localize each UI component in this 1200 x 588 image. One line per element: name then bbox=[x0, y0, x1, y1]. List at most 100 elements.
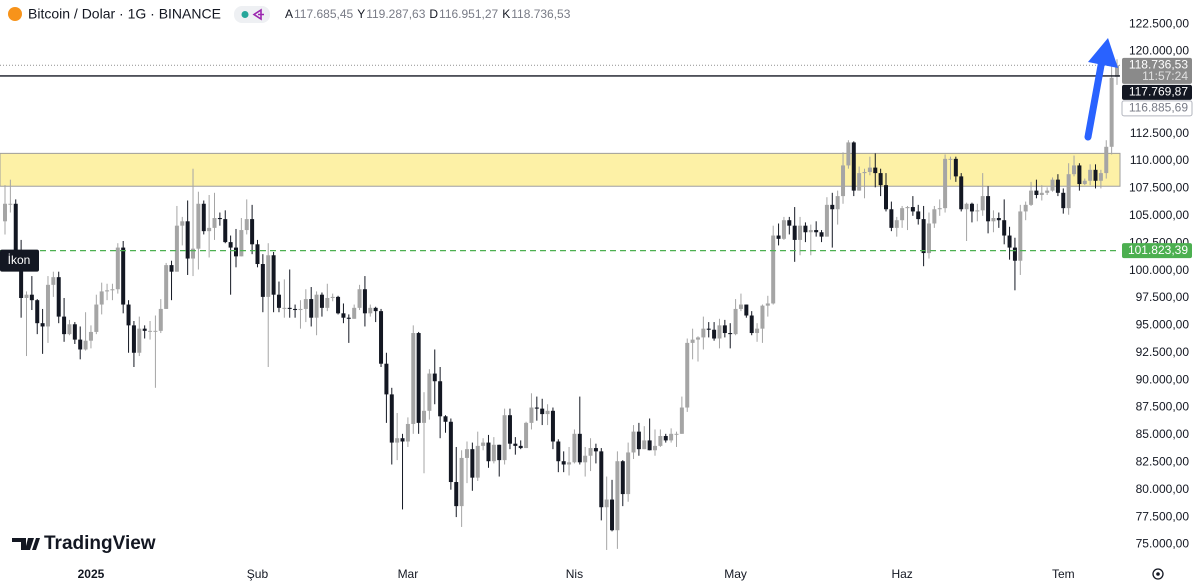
candle-body bbox=[964, 203, 969, 210]
candle-body bbox=[405, 423, 410, 442]
arrow-shaft bbox=[1084, 56, 1106, 141]
support-zone bbox=[0, 152, 1121, 187]
price-label: 118.736,53 bbox=[1129, 58, 1188, 72]
candle-body bbox=[567, 462, 572, 465]
candle-body bbox=[491, 444, 496, 462]
candle-body bbox=[873, 167, 878, 174]
candle-body bbox=[556, 441, 561, 462]
candle-body bbox=[148, 330, 153, 332]
candle-body bbox=[201, 203, 206, 232]
candle-body bbox=[814, 230, 819, 233]
candle-body bbox=[352, 307, 357, 319]
candle-body bbox=[88, 331, 93, 341]
candle-body bbox=[400, 438, 405, 442]
candle-body bbox=[1115, 65, 1119, 77]
indicator-toggle[interactable] bbox=[234, 6, 270, 23]
y-tick-label: 120.000,00 bbox=[1129, 44, 1189, 58]
candle-body bbox=[771, 235, 776, 304]
watermark-logo bbox=[12, 538, 40, 550]
candle-body bbox=[1077, 165, 1082, 185]
candle-body bbox=[706, 328, 711, 330]
candle-body bbox=[336, 296, 341, 314]
candle-body bbox=[250, 219, 255, 245]
candle-body bbox=[1050, 179, 1055, 191]
candle-body bbox=[3, 203, 7, 222]
countdown-label: 11:57:24 bbox=[1142, 69, 1188, 83]
y-tick-label: 85.000,00 bbox=[1136, 427, 1190, 441]
candle-body bbox=[953, 158, 958, 177]
candle-body bbox=[905, 207, 910, 209]
candle-body bbox=[529, 407, 534, 423]
plot-area bbox=[0, 59, 1121, 550]
candle-body bbox=[867, 167, 872, 172]
candle-body bbox=[126, 304, 131, 326]
ohlc-key: A bbox=[285, 7, 293, 21]
candle-body bbox=[239, 230, 244, 257]
candle-body bbox=[819, 232, 824, 237]
price-label: 101.823,39 bbox=[1128, 243, 1188, 257]
candle-body bbox=[137, 328, 142, 353]
price-label-box bbox=[1121, 100, 1193, 117]
candle-body bbox=[728, 333, 733, 335]
candle-body bbox=[787, 220, 792, 226]
candle-body bbox=[524, 422, 529, 449]
settings-icon[interactable] bbox=[1152, 568, 1164, 580]
candle-body bbox=[695, 337, 700, 340]
candle-body bbox=[507, 415, 512, 444]
candle-body bbox=[379, 311, 384, 364]
candle-body bbox=[959, 176, 964, 210]
candle-body bbox=[40, 323, 45, 327]
candle-body bbox=[561, 461, 566, 465]
y-tick-label: 75.000,00 bbox=[1136, 537, 1190, 551]
candle-body bbox=[438, 381, 443, 417]
ohlc-key: Y bbox=[357, 7, 365, 21]
candle-body bbox=[593, 448, 598, 452]
y-tick-label: 110.000,00 bbox=[1130, 153, 1189, 167]
watermark: TradingView bbox=[12, 533, 156, 554]
candle-body bbox=[916, 211, 921, 220]
candle-body bbox=[604, 499, 609, 508]
candle-body bbox=[212, 218, 217, 228]
candle-body bbox=[701, 328, 706, 338]
candle-body bbox=[384, 363, 389, 395]
candle-body bbox=[486, 442, 491, 462]
candle-body bbox=[1093, 169, 1098, 181]
x-tick-label: Şub bbox=[247, 567, 269, 581]
candle-body bbox=[411, 333, 416, 424]
candle-body bbox=[669, 433, 674, 441]
candle-body bbox=[803, 225, 808, 233]
candle-body bbox=[798, 225, 803, 240]
candle-body bbox=[158, 308, 163, 331]
candle-body bbox=[647, 440, 652, 451]
candle-body bbox=[572, 433, 577, 463]
candle-body bbox=[255, 244, 260, 265]
x-tick-label: May bbox=[724, 567, 747, 581]
y-tick-label: 112.500,00 bbox=[1130, 126, 1189, 140]
candle-body bbox=[690, 339, 695, 343]
candle-body bbox=[271, 255, 276, 295]
candle-body bbox=[362, 289, 367, 314]
candle-body bbox=[857, 173, 862, 191]
candle-body bbox=[518, 445, 523, 449]
candle-body bbox=[196, 203, 201, 249]
candle-body bbox=[722, 325, 727, 334]
candle-body bbox=[744, 304, 749, 316]
candle-body bbox=[1029, 190, 1034, 205]
candle-body bbox=[674, 433, 679, 435]
candle-body bbox=[228, 242, 233, 248]
candle-body bbox=[1039, 192, 1044, 196]
candle-body bbox=[577, 433, 582, 463]
candle-body bbox=[894, 220, 899, 228]
candle-body bbox=[765, 303, 770, 306]
candle-body bbox=[180, 221, 185, 226]
candle-body bbox=[357, 289, 362, 308]
y-tick-label: 90.000,00 bbox=[1136, 372, 1190, 386]
candle-body bbox=[185, 221, 190, 259]
candle-body bbox=[303, 299, 308, 309]
candle-body bbox=[583, 455, 588, 463]
candle-body bbox=[373, 307, 378, 312]
candle-body bbox=[755, 328, 760, 334]
candle-body bbox=[497, 444, 502, 461]
